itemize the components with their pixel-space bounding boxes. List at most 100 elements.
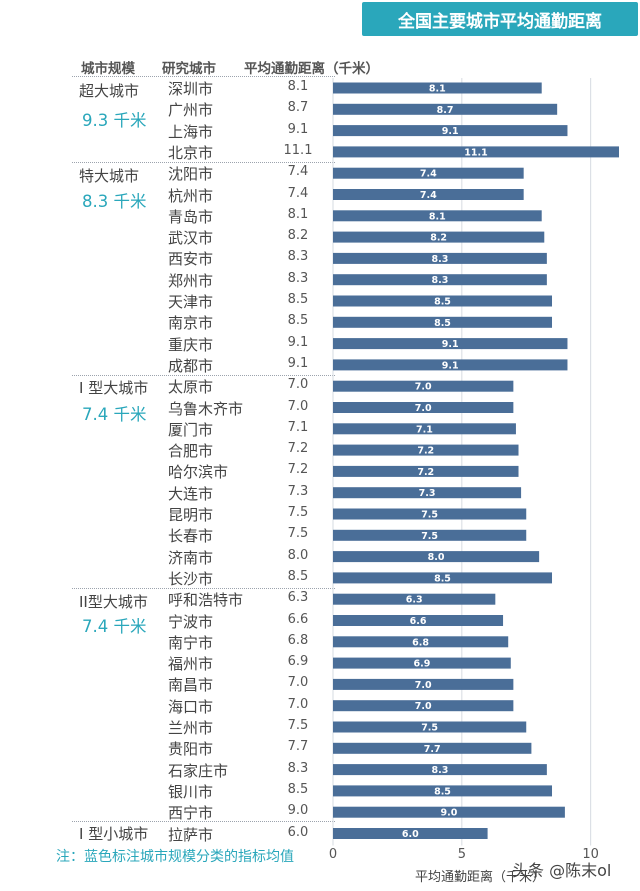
city-name: 南京市 — [168, 314, 214, 333]
distance-value: 6.9 — [287, 654, 309, 670]
bar — [333, 189, 524, 200]
bar-data-label: 6.0 — [402, 829, 419, 840]
distance-value: 6.6 — [287, 611, 309, 627]
bar — [333, 828, 488, 839]
group-avg-megacity: 9.3 千米 — [82, 111, 147, 130]
group-separator — [72, 76, 335, 77]
distance-value: 8.3 — [287, 249, 309, 265]
city-name: 合肥市 — [168, 442, 214, 461]
city-name: 兰州市 — [168, 719, 214, 737]
distance-value: 7.0 — [287, 398, 309, 414]
city-name: 福州市 — [168, 655, 214, 674]
bar-data-label: 7.0 — [415, 403, 432, 414]
city-name: 郑州市 — [168, 271, 214, 290]
bar — [333, 806, 565, 818]
city-name: 乌鲁木齐市 — [168, 399, 244, 418]
city-name: 长春市 — [168, 527, 214, 546]
distance-value: 8.5 — [287, 292, 309, 307]
distance-value: 7.0 — [287, 377, 309, 393]
city-name: 青岛市 — [168, 207, 214, 226]
distance-value: 6.3 — [287, 590, 309, 606]
distance-value: 11.1 — [283, 142, 313, 158]
bar-data-label: 7.7 — [424, 744, 441, 755]
distance-value: 7.5 — [287, 505, 309, 520]
group-separator — [72, 821, 335, 822]
group-name-type1-large: I 型大城市 — [79, 379, 149, 397]
city-name: 重庆市 — [168, 335, 214, 354]
bar-data-label: 7.0 — [415, 382, 432, 393]
distance-value: 8.1 — [287, 206, 309, 222]
distance-value: 7.1 — [287, 419, 309, 435]
bar — [333, 551, 540, 563]
distance-value: 7.2 — [287, 441, 309, 457]
city-name: 厦门市 — [168, 420, 214, 439]
distance-value: 7.4 — [287, 164, 309, 180]
distance-value: 8.3 — [287, 760, 309, 776]
group-name-supercity: 特大城市 — [79, 167, 140, 185]
bar — [333, 380, 514, 392]
distance-value: 9.1 — [287, 121, 309, 137]
city-name: 宁波市 — [168, 612, 214, 631]
bar — [333, 231, 545, 243]
bar — [333, 359, 568, 371]
x-tick-label: 5 — [457, 847, 466, 862]
group-separator — [72, 162, 335, 163]
bar — [333, 508, 527, 520]
bar — [333, 252, 547, 264]
bar — [333, 146, 619, 158]
city-name: 大连市 — [168, 484, 214, 503]
distance-value: 8.5 — [287, 781, 309, 797]
city-name: 武汉市 — [168, 229, 214, 248]
bar-data-label: 7.0 — [415, 680, 432, 691]
city-name: 西宁市 — [168, 804, 214, 823]
bar — [333, 636, 509, 648]
group-avg-type1-large: 7.4 千米 — [82, 405, 147, 424]
city-name: 济南市 — [168, 548, 214, 567]
city-name: 呼和浩特市 — [168, 591, 244, 610]
distance-value: 7.4 — [287, 185, 309, 201]
header-city-scale: 城市规模 — [81, 61, 135, 77]
bar — [333, 338, 568, 350]
group-avg-supercity: 8.3 千米 — [82, 192, 147, 211]
bar-data-label: 8.5 — [434, 786, 451, 797]
city-name: 杭州市 — [168, 186, 214, 205]
distance-value: 8.5 — [287, 313, 309, 329]
city-name: 贵阳市 — [168, 740, 214, 759]
group-separator — [72, 588, 335, 589]
bar-data-label: 9.1 — [442, 126, 459, 137]
bar — [333, 316, 553, 328]
bar-data-label: 8.1 — [429, 211, 446, 222]
bar-data-label: 7.0 — [415, 701, 432, 712]
distance-value: 7.5 — [287, 718, 309, 733]
city-name: 石家庄市 — [168, 761, 229, 780]
bar-data-label: 9.0 — [441, 808, 458, 819]
distance-value: 7.7 — [287, 739, 309, 755]
bar-data-label: 6.9 — [413, 659, 430, 670]
bar-data-label: 8.3 — [432, 765, 449, 776]
bar — [333, 572, 553, 584]
distance-value: 6.0 — [287, 824, 309, 840]
bar-data-label: 7.4 — [420, 190, 437, 201]
city-name: 长沙市 — [168, 569, 214, 588]
x-tick-label: 0 — [328, 847, 338, 862]
city-name: 昆明市 — [168, 506, 214, 524]
city-name: 太原市 — [168, 378, 214, 397]
bar-data-label: 11.1 — [464, 147, 487, 158]
distance-value: 8.7 — [287, 100, 309, 116]
bar-data-label: 8.2 — [430, 233, 447, 244]
bar-data-label: 8.3 — [432, 275, 449, 286]
distance-value: 8.0 — [287, 547, 309, 563]
bar — [333, 444, 519, 456]
bar — [333, 82, 542, 94]
distance-value: 7.5 — [287, 526, 309, 542]
header-city: 研究城市 — [162, 61, 216, 77]
bar — [333, 210, 542, 222]
group-separator — [72, 375, 335, 376]
city-name: 海口市 — [168, 697, 214, 716]
bar-data-label: 9.1 — [442, 339, 459, 350]
bar-data-label: 8.5 — [434, 573, 451, 584]
bar-data-label: 8.0 — [428, 552, 445, 563]
city-name: 南宁市 — [168, 633, 214, 652]
bar-data-label: 8.3 — [432, 254, 449, 265]
